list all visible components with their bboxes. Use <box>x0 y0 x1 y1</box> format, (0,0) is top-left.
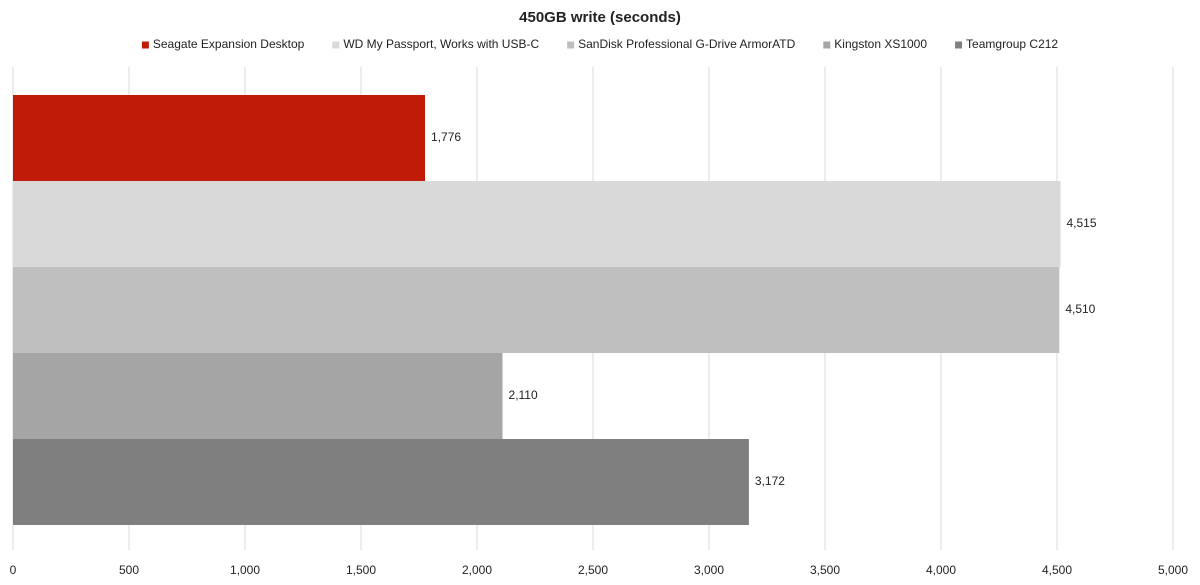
x-tick-label: 4,000 <box>926 563 956 577</box>
legend-swatch <box>332 41 340 49</box>
x-tick-label: 3,500 <box>810 563 840 577</box>
legend-label: Teamgroup C212 <box>966 37 1058 51</box>
bar <box>13 439 749 525</box>
legend-label: SanDisk Professional G-Drive ArmorATD <box>578 37 796 51</box>
chart-title: 450GB write (seconds) <box>519 9 681 26</box>
legend-swatch <box>141 41 149 49</box>
x-tick-label: 1,000 <box>230 563 260 577</box>
data-label: 1,776 <box>431 130 461 144</box>
data-label: 4,515 <box>1066 216 1096 230</box>
bar <box>13 267 1060 353</box>
x-tick-label: 1,500 <box>346 563 376 577</box>
legend-label: Kingston XS1000 <box>834 37 927 51</box>
legend-item: WD My Passport, Works with USB-C <box>332 37 539 51</box>
legend-item: Seagate Expansion Desktop <box>141 37 305 51</box>
legend-swatch <box>823 41 831 49</box>
legend-label: WD My Passport, Works with USB-C <box>343 37 539 51</box>
data-label: 4,510 <box>1065 302 1095 316</box>
legend-swatch <box>567 41 575 49</box>
legend-swatch <box>955 41 963 49</box>
legend-label: Seagate Expansion Desktop <box>153 37 305 51</box>
x-tick-label: 4,500 <box>1042 563 1072 577</box>
bar <box>13 95 426 181</box>
x-tick-label: 0 <box>10 563 17 577</box>
data-label: 2,110 <box>509 388 538 402</box>
x-tick-label: 2,500 <box>578 563 608 577</box>
bar <box>13 181 1061 267</box>
data-label: 3,172 <box>755 474 785 488</box>
bar <box>13 353 503 439</box>
legend-item: Teamgroup C212 <box>955 37 1058 51</box>
legend-item: SanDisk Professional G-Drive ArmorATD <box>567 37 796 51</box>
x-tick-label: 500 <box>119 563 139 577</box>
x-tick-label: 2,000 <box>462 563 492 577</box>
x-tick-label: 3,000 <box>694 563 724 577</box>
legend-item: Kingston XS1000 <box>823 37 927 51</box>
x-tick-label: 5,000 <box>1158 563 1188 577</box>
